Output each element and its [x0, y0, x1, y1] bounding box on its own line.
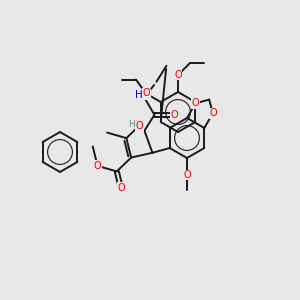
Text: O: O: [136, 121, 143, 131]
Text: O: O: [209, 108, 217, 118]
Text: O: O: [94, 161, 101, 171]
Text: HN: HN: [135, 90, 150, 100]
Text: H: H: [128, 120, 135, 129]
Text: O: O: [192, 98, 199, 108]
Text: O: O: [171, 110, 178, 120]
Text: O: O: [142, 88, 150, 98]
Text: O: O: [183, 170, 191, 180]
Text: O: O: [174, 70, 182, 80]
Text: O: O: [117, 183, 125, 193]
